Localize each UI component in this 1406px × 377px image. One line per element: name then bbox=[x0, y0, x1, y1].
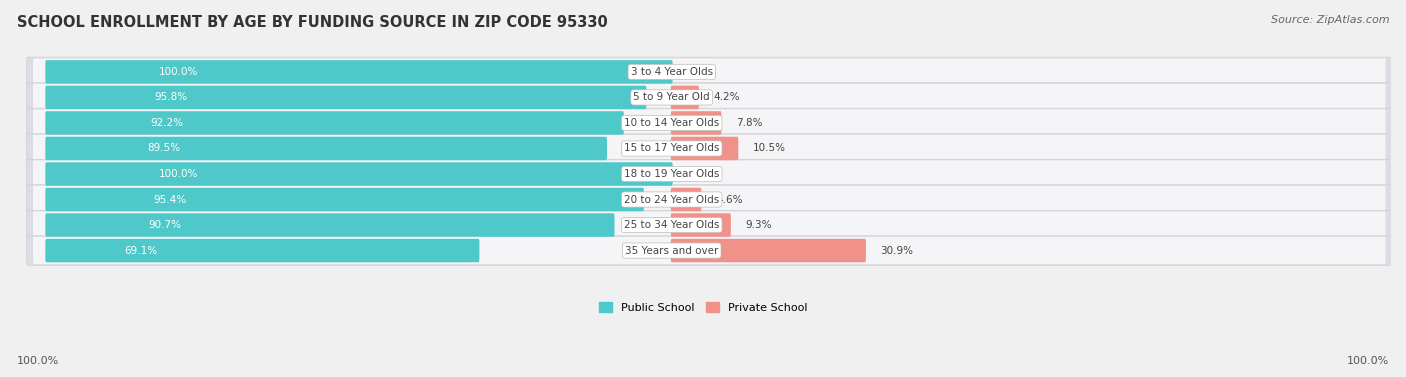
FancyBboxPatch shape bbox=[45, 188, 644, 211]
Text: 95.8%: 95.8% bbox=[155, 92, 187, 103]
FancyBboxPatch shape bbox=[45, 239, 479, 262]
Text: 90.7%: 90.7% bbox=[149, 220, 181, 230]
Text: 18 to 19 Year Olds: 18 to 19 Year Olds bbox=[624, 169, 720, 179]
Text: 25 to 34 Year Olds: 25 to 34 Year Olds bbox=[624, 220, 720, 230]
FancyBboxPatch shape bbox=[32, 135, 1385, 162]
Text: 10.5%: 10.5% bbox=[754, 144, 786, 153]
Text: 0.0%: 0.0% bbox=[690, 67, 717, 77]
FancyBboxPatch shape bbox=[671, 213, 731, 237]
Text: 3 to 4 Year Olds: 3 to 4 Year Olds bbox=[631, 67, 713, 77]
FancyBboxPatch shape bbox=[32, 237, 1385, 264]
Text: 15 to 17 Year Olds: 15 to 17 Year Olds bbox=[624, 144, 720, 153]
FancyBboxPatch shape bbox=[32, 211, 1385, 239]
Text: 100.0%: 100.0% bbox=[159, 67, 198, 77]
Text: 95.4%: 95.4% bbox=[153, 195, 187, 204]
Text: 30.9%: 30.9% bbox=[880, 245, 914, 256]
FancyBboxPatch shape bbox=[671, 86, 699, 109]
Text: SCHOOL ENROLLMENT BY AGE BY FUNDING SOURCE IN ZIP CODE 95330: SCHOOL ENROLLMENT BY AGE BY FUNDING SOUR… bbox=[17, 15, 607, 30]
FancyBboxPatch shape bbox=[27, 159, 1392, 189]
FancyBboxPatch shape bbox=[27, 83, 1392, 112]
Text: 0.0%: 0.0% bbox=[690, 169, 717, 179]
FancyBboxPatch shape bbox=[32, 186, 1385, 213]
FancyBboxPatch shape bbox=[27, 134, 1392, 163]
Text: Source: ZipAtlas.com: Source: ZipAtlas.com bbox=[1271, 15, 1389, 25]
FancyBboxPatch shape bbox=[45, 86, 647, 109]
Text: 100.0%: 100.0% bbox=[1347, 356, 1389, 366]
Text: 100.0%: 100.0% bbox=[159, 169, 198, 179]
FancyBboxPatch shape bbox=[671, 239, 866, 262]
Text: 7.8%: 7.8% bbox=[737, 118, 762, 128]
Legend: Public School, Private School: Public School, Private School bbox=[595, 298, 811, 317]
FancyBboxPatch shape bbox=[27, 236, 1392, 265]
Text: 100.0%: 100.0% bbox=[17, 356, 59, 366]
FancyBboxPatch shape bbox=[45, 213, 614, 237]
FancyBboxPatch shape bbox=[45, 111, 624, 135]
FancyBboxPatch shape bbox=[32, 84, 1385, 111]
FancyBboxPatch shape bbox=[32, 161, 1385, 187]
FancyBboxPatch shape bbox=[32, 109, 1385, 136]
Text: 92.2%: 92.2% bbox=[150, 118, 183, 128]
FancyBboxPatch shape bbox=[27, 108, 1392, 138]
Text: 69.1%: 69.1% bbox=[124, 245, 157, 256]
FancyBboxPatch shape bbox=[45, 137, 607, 160]
Text: 5 to 9 Year Old: 5 to 9 Year Old bbox=[634, 92, 710, 103]
FancyBboxPatch shape bbox=[27, 57, 1392, 87]
FancyBboxPatch shape bbox=[671, 137, 738, 160]
Text: 4.2%: 4.2% bbox=[714, 92, 740, 103]
FancyBboxPatch shape bbox=[671, 188, 702, 211]
FancyBboxPatch shape bbox=[671, 111, 721, 135]
Text: 89.5%: 89.5% bbox=[148, 144, 180, 153]
FancyBboxPatch shape bbox=[32, 58, 1385, 86]
Text: 9.3%: 9.3% bbox=[745, 220, 772, 230]
Text: 4.6%: 4.6% bbox=[716, 195, 742, 204]
FancyBboxPatch shape bbox=[27, 210, 1392, 240]
FancyBboxPatch shape bbox=[45, 162, 672, 186]
FancyBboxPatch shape bbox=[45, 60, 672, 84]
Text: 20 to 24 Year Olds: 20 to 24 Year Olds bbox=[624, 195, 720, 204]
Text: 35 Years and over: 35 Years and over bbox=[626, 245, 718, 256]
FancyBboxPatch shape bbox=[27, 185, 1392, 214]
Text: 10 to 14 Year Olds: 10 to 14 Year Olds bbox=[624, 118, 720, 128]
